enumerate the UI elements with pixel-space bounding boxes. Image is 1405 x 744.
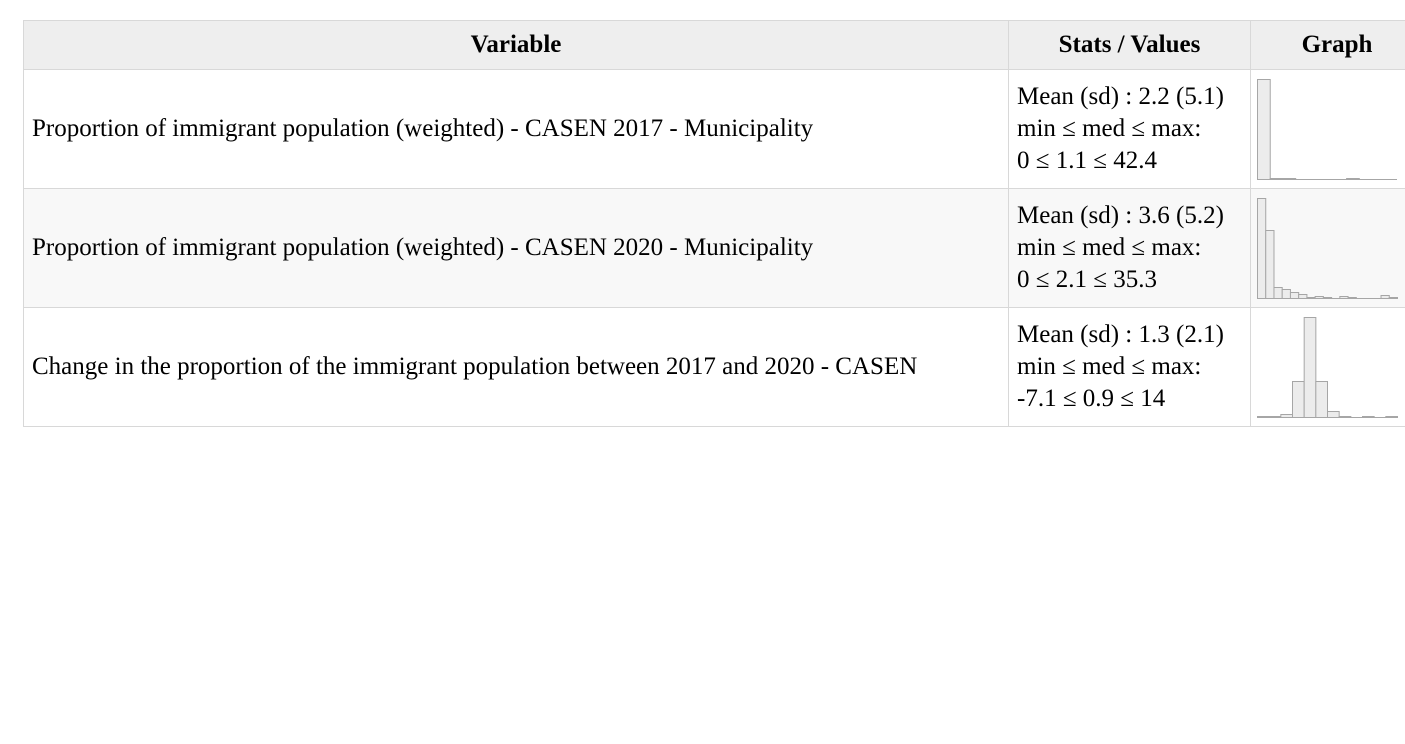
histogram-bar — [1289, 292, 1300, 299]
histogram-bar — [1281, 289, 1291, 299]
histogram-chart — [1257, 198, 1398, 299]
stats-cell: Mean (sd) : 3.6 (5.2) min ≤ med ≤ max: 0… — [1008, 188, 1251, 308]
histogram-bar — [1315, 381, 1329, 418]
graph-cell — [1250, 69, 1405, 189]
table-row: Change in the proportion of the immigran… — [23, 307, 1405, 427]
table-body: Proportion of immigrant population (weig… — [23, 69, 1405, 427]
histogram-bar — [1306, 297, 1316, 299]
histogram-bar — [1282, 178, 1297, 180]
header-row: Variable Stats / Values Graph — [23, 20, 1405, 70]
stats-cell: Mean (sd) : 2.2 (5.1) min ≤ med ≤ max: 0… — [1008, 69, 1251, 189]
histogram-bar — [1303, 317, 1317, 418]
header-stats: Stats / Values — [1008, 20, 1251, 70]
stats-range-values: -7.1 ≤ 0.9 ≤ 14 — [1017, 385, 1166, 412]
graph-cell — [1250, 188, 1405, 308]
stats-range-values: 0 ≤ 2.1 ≤ 35.3 — [1017, 266, 1157, 293]
stats-range-label: min ≤ med ≤ max: — [1017, 353, 1202, 380]
variable-name: Proportion of immigrant population (weig… — [23, 69, 1009, 189]
histogram-bar — [1257, 198, 1267, 299]
stats-range-values: 0 ≤ 1.1 ≤ 42.4 — [1017, 147, 1157, 174]
histogram-bar — [1292, 381, 1305, 418]
histogram-bar — [1338, 416, 1352, 418]
histogram-bar — [1257, 416, 1270, 418]
histogram-bar — [1388, 297, 1398, 299]
histogram-bar — [1268, 416, 1282, 418]
graph-cell — [1250, 307, 1405, 427]
histogram-bar — [1314, 296, 1324, 299]
stats-range-label: min ≤ med ≤ max: — [1017, 115, 1202, 142]
table-header: Variable Stats / Values Graph — [23, 20, 1405, 70]
table-row: Proportion of immigrant population (weig… — [23, 69, 1405, 189]
stats-mean-sd: Mean (sd) : 2.2 (5.1) — [1017, 83, 1224, 110]
histogram-bar — [1269, 178, 1284, 180]
summary-table: Variable Stats / Values Graph Proportion… — [23, 20, 1405, 427]
header-graph: Graph — [1250, 20, 1405, 70]
variable-name: Change in the proportion of the immigran… — [23, 307, 1009, 427]
histogram-bar — [1322, 297, 1333, 299]
variable-name: Proportion of immigrant population (weig… — [23, 188, 1009, 308]
histogram-bar — [1347, 297, 1357, 299]
histogram-chart — [1257, 79, 1397, 180]
histogram-bar — [1280, 414, 1293, 418]
stats-mean-sd: Mean (sd) : 3.6 (5.2) — [1017, 202, 1224, 229]
histogram-bar — [1362, 416, 1375, 418]
stats-cell: Mean (sd) : 1.3 (2.1) min ≤ med ≤ max: -… — [1008, 307, 1251, 427]
stats-mean-sd: Mean (sd) : 1.3 (2.1) — [1017, 321, 1224, 348]
histogram-bar — [1380, 295, 1390, 299]
histogram-bar — [1385, 416, 1398, 418]
stats-range-label: min ≤ med ≤ max: — [1017, 234, 1202, 261]
histogram-bar — [1273, 287, 1283, 299]
histogram-bar — [1346, 178, 1360, 180]
histogram-bar — [1265, 230, 1275, 299]
table-row: Proportion of immigrant population (weig… — [23, 188, 1405, 308]
histogram-bar — [1327, 411, 1340, 418]
histogram-bar — [1339, 296, 1349, 299]
histogram-bar — [1257, 79, 1271, 180]
histogram-chart — [1257, 317, 1398, 418]
header-variable: Variable — [23, 20, 1009, 70]
histogram-bar — [1298, 294, 1308, 299]
